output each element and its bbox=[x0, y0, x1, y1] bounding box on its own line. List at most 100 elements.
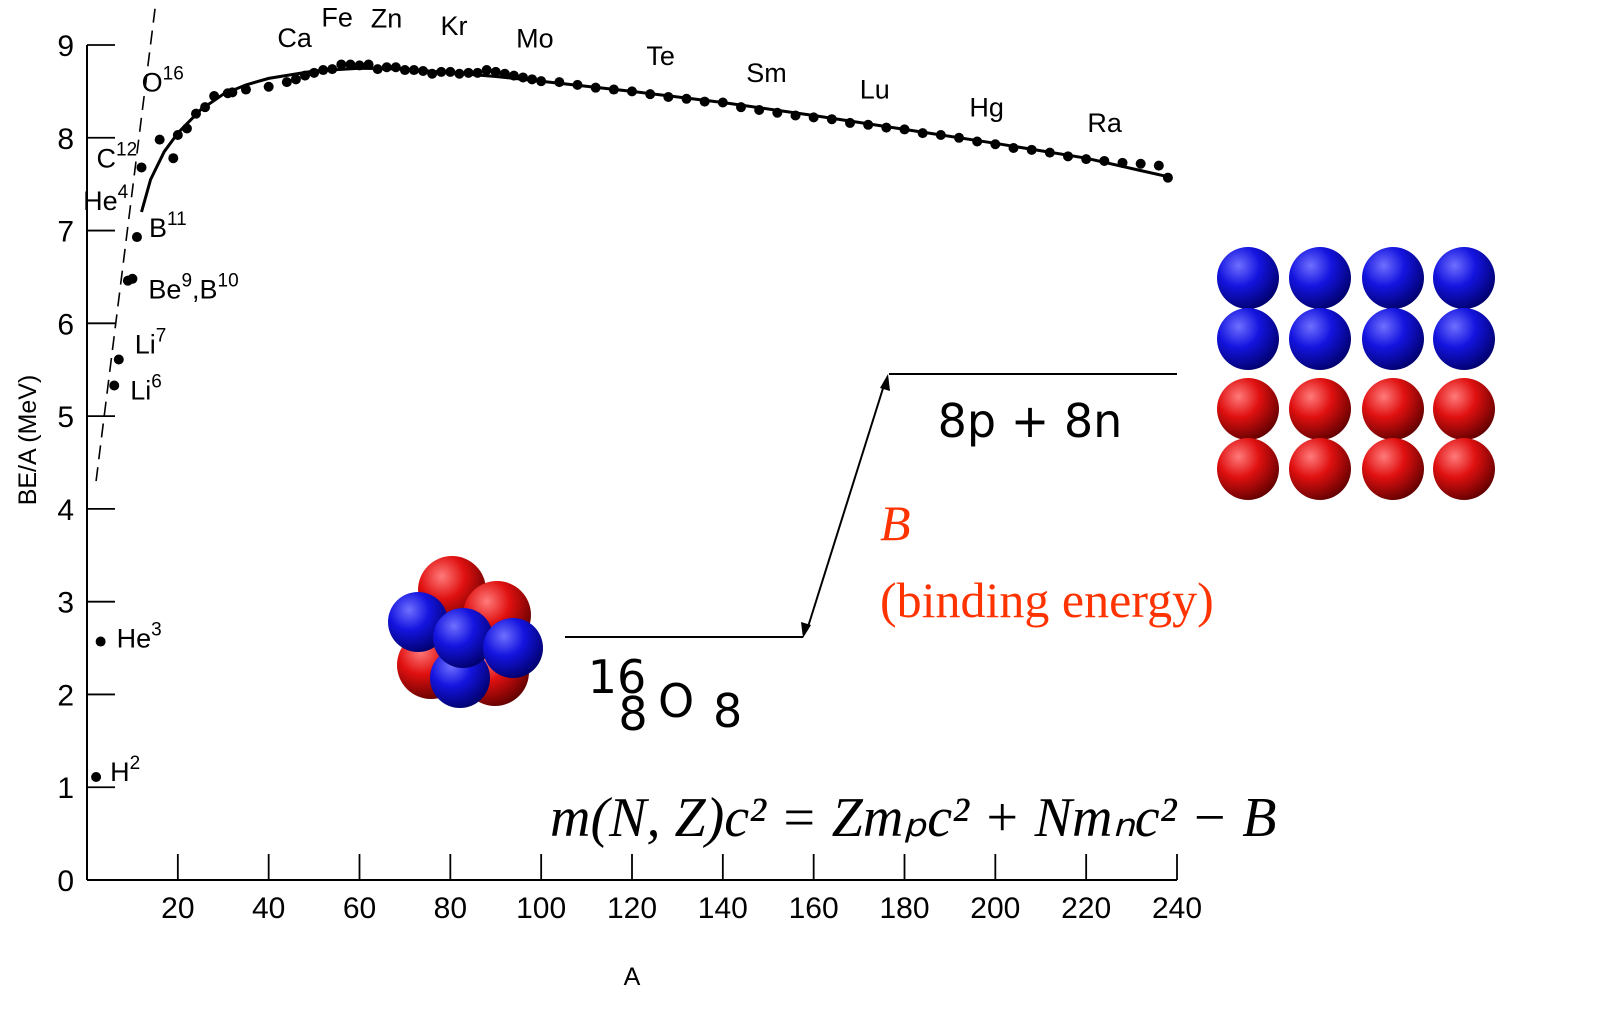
data-point bbox=[772, 107, 783, 118]
y-tick-label: 9 bbox=[57, 30, 74, 63]
y-tick-label: 5 bbox=[57, 401, 74, 434]
atomic-number: 8 bbox=[618, 687, 647, 741]
data-point bbox=[436, 66, 447, 77]
data-point bbox=[917, 128, 928, 139]
data-point bbox=[717, 97, 728, 108]
data-point bbox=[345, 59, 356, 70]
x-tick-label: 180 bbox=[879, 892, 929, 925]
neutron-sphere bbox=[388, 592, 448, 652]
axes: 20 40 60 80 100 120 140 160 180 200 220 240 0 1 2 3 4 5 6… bbox=[57, 30, 1202, 925]
data-point bbox=[481, 65, 492, 76]
data-point bbox=[168, 153, 179, 164]
element-label: Hg bbox=[969, 92, 1004, 122]
data-point bbox=[590, 82, 601, 93]
data-point bbox=[327, 64, 338, 75]
x-tick-label: 20 bbox=[161, 892, 194, 925]
data-point bbox=[1081, 154, 1092, 165]
data-point bbox=[263, 81, 274, 92]
element-label: Te bbox=[646, 41, 675, 71]
data-point bbox=[826, 114, 837, 125]
data-point bbox=[663, 91, 674, 102]
mass-number: 16 bbox=[588, 650, 647, 704]
data-point bbox=[409, 65, 419, 76]
proton-sphere bbox=[1433, 378, 1495, 440]
data-point bbox=[309, 67, 320, 78]
neutron-sphere bbox=[1289, 308, 1351, 370]
data-point bbox=[454, 68, 465, 79]
data-point bbox=[808, 112, 819, 123]
data-point bbox=[1153, 160, 1164, 171]
data-point bbox=[240, 84, 251, 95]
data-point bbox=[863, 119, 874, 130]
data-point bbox=[131, 232, 142, 243]
oxygen-16-label: 16 8 O 8 bbox=[588, 650, 743, 741]
neutron-sphere bbox=[1433, 308, 1495, 370]
neutron-sphere bbox=[1362, 247, 1424, 309]
element-label: C12 bbox=[97, 139, 138, 173]
y-tick-label: 7 bbox=[57, 216, 74, 249]
data-point bbox=[390, 62, 401, 73]
data-point bbox=[508, 70, 519, 81]
data-point bbox=[336, 59, 347, 70]
data-point bbox=[1044, 147, 1055, 158]
binding-symbol: B bbox=[880, 495, 911, 551]
data-point bbox=[754, 104, 765, 115]
proton-sphere bbox=[1362, 438, 1424, 500]
data-point bbox=[463, 67, 474, 78]
data-point bbox=[627, 86, 637, 97]
y-tick-label: 6 bbox=[57, 308, 74, 341]
element-label: Sm bbox=[746, 58, 787, 88]
x-tick-label: 160 bbox=[789, 892, 839, 925]
element-label: Lu bbox=[860, 75, 890, 105]
element-label: Mo bbox=[516, 23, 554, 53]
data-point bbox=[91, 772, 102, 783]
data-point bbox=[736, 102, 746, 113]
element-label: Ra bbox=[1087, 108, 1122, 138]
data-point bbox=[191, 108, 201, 119]
x-tick-label: 40 bbox=[252, 892, 285, 925]
data-point bbox=[300, 70, 310, 81]
data-point bbox=[95, 636, 106, 647]
element-label: Li6 bbox=[130, 371, 162, 405]
data-point bbox=[154, 134, 165, 145]
data-point bbox=[536, 76, 547, 87]
data-point bbox=[281, 77, 292, 88]
data-point bbox=[181, 123, 192, 134]
mass-equation: m(N, Z)c² = Zmₚc² + Nmₙc² − B bbox=[550, 787, 1276, 849]
element-label: Be9,B10 bbox=[148, 271, 238, 305]
proton-sphere bbox=[1217, 438, 1279, 500]
arrow-head-bottom bbox=[801, 622, 811, 638]
data-point bbox=[1008, 142, 1019, 153]
y-tick-label: 8 bbox=[57, 123, 74, 156]
element-label: B11 bbox=[149, 209, 187, 243]
data-point bbox=[127, 273, 138, 284]
data-point bbox=[518, 72, 528, 83]
data-point bbox=[172, 129, 183, 140]
data-point bbox=[1162, 172, 1173, 183]
data-point bbox=[354, 60, 365, 71]
neutron-sphere bbox=[483, 618, 543, 678]
neutron-sphere bbox=[1362, 308, 1424, 370]
x-axis-label: A bbox=[624, 963, 641, 991]
element-label: He3 bbox=[117, 620, 162, 654]
element-label: Fe bbox=[321, 2, 353, 32]
neutron-sphere bbox=[433, 608, 493, 668]
x-tick-label: 200 bbox=[970, 892, 1020, 925]
y-axis-label: BE/A (MeV) bbox=[14, 375, 42, 506]
neutron-sphere bbox=[1217, 247, 1279, 309]
data-point bbox=[681, 93, 692, 104]
data-point bbox=[381, 62, 392, 73]
arrow-head-top bbox=[880, 374, 890, 391]
data-point bbox=[990, 139, 1001, 150]
data-point bbox=[645, 89, 656, 100]
data-point bbox=[554, 77, 565, 88]
data-point bbox=[845, 117, 855, 128]
binding-energy-arrow bbox=[806, 381, 886, 631]
element-label: O16 bbox=[142, 64, 184, 98]
data-point bbox=[318, 65, 329, 76]
y-tick-label: 1 bbox=[57, 772, 74, 805]
data-point bbox=[1117, 157, 1128, 168]
data-point bbox=[109, 380, 120, 391]
data-point bbox=[472, 67, 483, 78]
